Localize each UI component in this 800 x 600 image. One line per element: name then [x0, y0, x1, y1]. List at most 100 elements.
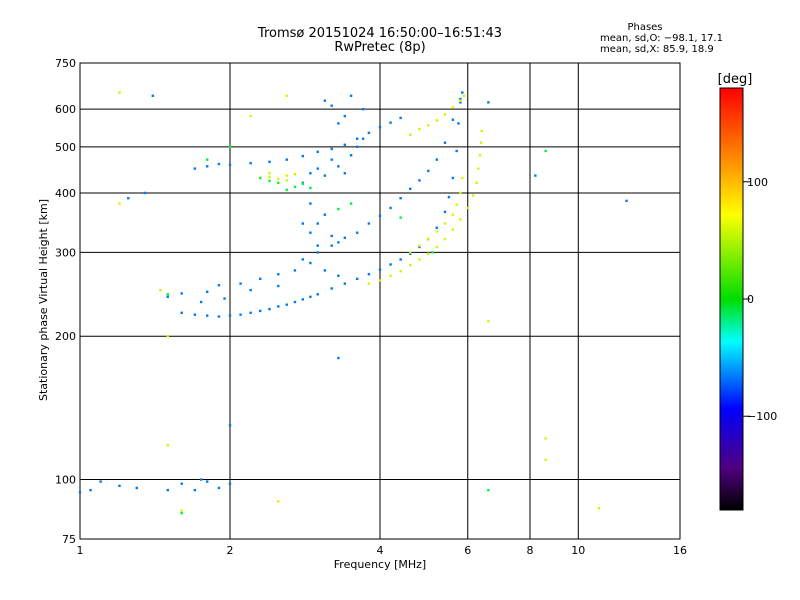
data-point [435, 226, 438, 229]
data-point [277, 181, 280, 185]
data-point [597, 507, 601, 510]
data-point [118, 91, 121, 94]
data-point [301, 154, 305, 158]
data-point [399, 116, 402, 120]
data-point [343, 143, 347, 146]
data-point [451, 213, 455, 216]
data-point [343, 236, 347, 239]
data-point [205, 165, 209, 168]
data-point [475, 181, 478, 185]
data-point [166, 293, 169, 296]
data-point [544, 437, 547, 440]
data-point [143, 191, 147, 195]
data-point [389, 206, 392, 210]
y-tick-label: 500 [55, 141, 76, 154]
data-point [477, 167, 480, 170]
data-point [268, 172, 271, 175]
data-point [544, 458, 547, 462]
data-point [427, 237, 430, 241]
data-point [378, 279, 382, 282]
data-point [343, 172, 347, 175]
colorbar [719, 87, 744, 511]
data-point [471, 194, 475, 197]
data-point [285, 94, 288, 97]
data-point [462, 94, 466, 97]
data-point [316, 293, 319, 296]
colorbar-ticks: 100 0 −100 [743, 176, 777, 423]
data-point [330, 287, 333, 290]
data-point [330, 244, 333, 247]
data-point [399, 258, 402, 261]
data-point [127, 196, 130, 200]
data-point [316, 251, 319, 254]
data-point [249, 311, 252, 315]
data-point [355, 145, 359, 149]
data-point [435, 158, 438, 161]
data-point [228, 424, 232, 427]
data-point [330, 158, 333, 161]
data-point [268, 175, 271, 179]
data-point [435, 245, 438, 249]
x-tick-label: 16 [673, 544, 687, 557]
data-point [480, 129, 483, 133]
data-point [180, 482, 183, 485]
data-point [228, 482, 232, 485]
y-tick-label: 600 [55, 103, 76, 116]
data-point [330, 234, 333, 238]
data-point [418, 258, 421, 261]
data-point [367, 222, 371, 225]
data-point [323, 99, 327, 102]
x-tick-label: 4 [377, 544, 384, 557]
data-point [259, 277, 262, 281]
data-point [361, 137, 365, 140]
data-point [293, 300, 297, 304]
x-tick-label: 6 [464, 544, 471, 557]
data-point [461, 176, 464, 180]
data-point [443, 222, 447, 225]
data-point [367, 273, 371, 276]
data-point [466, 206, 469, 210]
data-point [205, 158, 209, 161]
colorbar-tick-label: 0 [747, 293, 754, 306]
data-point [457, 122, 460, 125]
data-point [409, 133, 412, 136]
data-point [277, 273, 280, 276]
y-tick-label: 100 [55, 474, 76, 487]
data-point [180, 509, 183, 512]
data-point [330, 104, 333, 107]
data-point [78, 491, 82, 494]
data-point [451, 176, 455, 180]
data-point [89, 488, 92, 492]
data-point [293, 172, 297, 176]
data-point [205, 480, 209, 483]
data-point [228, 314, 232, 317]
y-tick-label: 750 [55, 57, 76, 70]
data-point [478, 154, 482, 157]
data-point [249, 288, 252, 292]
data-point [443, 210, 447, 214]
data-point [443, 113, 447, 116]
data-point [389, 274, 392, 277]
y-tick-label: 400 [55, 187, 76, 200]
data-point [259, 309, 262, 313]
data-point [534, 174, 537, 177]
data-point [343, 282, 347, 285]
data-point [625, 199, 628, 203]
data-point [193, 167, 197, 170]
data-point [487, 101, 490, 104]
data-point [330, 147, 333, 151]
data-point [193, 313, 197, 316]
data-point [309, 186, 312, 190]
data-point [435, 230, 438, 233]
data-point [217, 486, 221, 490]
data-point [378, 268, 382, 271]
data-point [337, 274, 340, 277]
y-tick-label: 300 [55, 246, 76, 259]
chart-title: Tromsø 20151024 16:50:00–16:51:43 [257, 26, 503, 41]
data-point [337, 241, 340, 244]
data-point [418, 244, 421, 247]
data-point [461, 91, 464, 94]
x-axis-label: Frequency [MHz] [334, 558, 426, 571]
data-point [135, 486, 138, 490]
y-axis-label: Stationary phase Virtual Height [km] [37, 199, 50, 401]
